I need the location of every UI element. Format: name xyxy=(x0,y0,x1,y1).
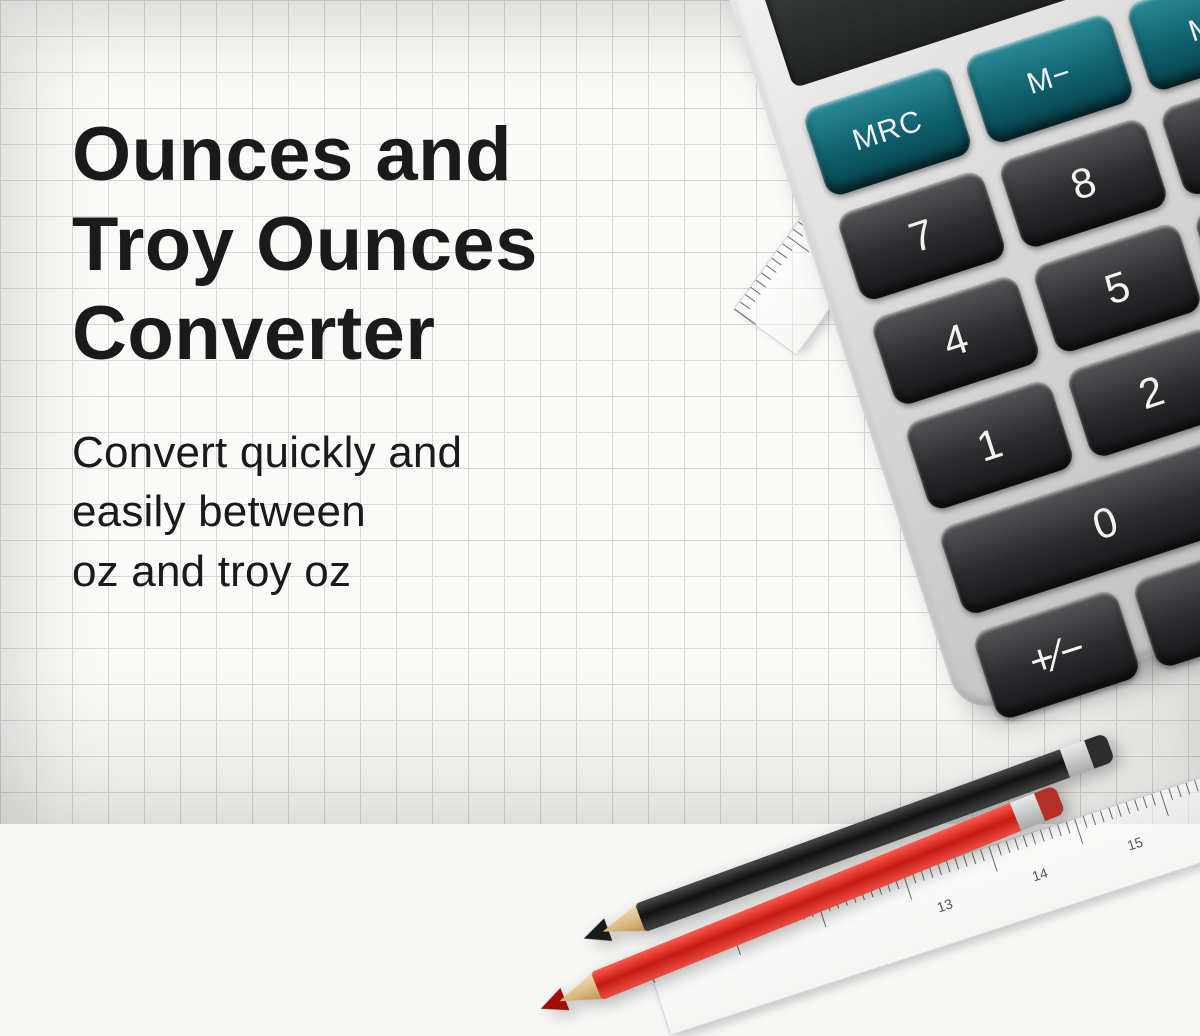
title-line-1: Ounces and xyxy=(72,112,512,197)
calc-key-5[interactable]: 5 xyxy=(1031,221,1200,355)
calc-key-m[interactable]: M+ xyxy=(1125,0,1200,94)
title-line-2: Troy Ounces xyxy=(72,202,538,287)
page-subtitle: Convert quickly and easily between oz an… xyxy=(72,423,538,601)
page-title: Ounces and Troy Ounces Converter xyxy=(72,110,538,379)
subtitle-line-3: oz and troy oz xyxy=(72,547,351,596)
hero-text-block: Ounces and Troy Ounces Converter Convert… xyxy=(72,110,538,601)
subtitle-line-2: easily between xyxy=(72,487,366,536)
title-line-3: Converter xyxy=(72,291,436,376)
subtitle-line-1: Convert quickly and xyxy=(72,428,462,477)
